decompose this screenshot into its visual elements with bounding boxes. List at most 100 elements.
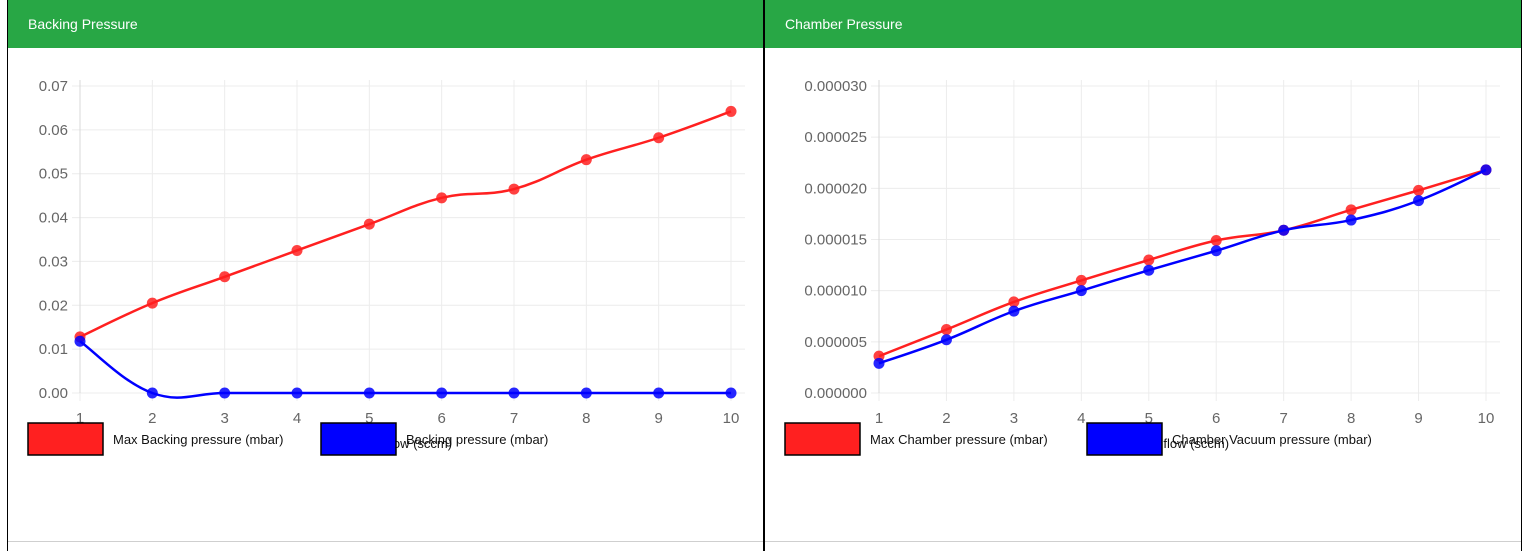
y-tick-label: 0.000015	[804, 232, 867, 249]
legend-label: Max Backing pressure (mbar)	[113, 432, 284, 447]
y-tick-label: 0.05	[39, 166, 68, 183]
data-point[interactable]	[146, 297, 158, 309]
x-tick-label: 1	[875, 410, 883, 427]
data-point[interactable]	[940, 324, 952, 336]
backing-pressure-chart: 0.00 0.01 0.02 0.03 0.04 0.05 0.06 0.07 1 2 3 4 5 6 7 8…	[27, 78, 745, 456]
data-point[interactable]	[1278, 224, 1290, 236]
x-tick-label: 5	[1145, 410, 1153, 427]
y-tick-label: 0.000000	[804, 385, 867, 402]
data-point[interactable]	[363, 387, 375, 399]
data-point[interactable]	[1210, 235, 1222, 247]
data-point[interactable]	[291, 387, 303, 399]
x-tick-label: 10	[1478, 410, 1495, 427]
legend-swatch	[27, 422, 104, 456]
data-point[interactable]	[580, 387, 592, 399]
data-point[interactable]	[1143, 254, 1155, 266]
panel-divider	[8, 541, 763, 542]
x-tick-label: 2	[148, 410, 156, 427]
x-tick-label: 4	[293, 410, 301, 427]
legend-swatch	[1086, 422, 1163, 456]
data-point[interactable]	[1480, 164, 1492, 176]
y-tick-label: 0.000025	[804, 129, 867, 146]
data-point[interactable]	[1345, 204, 1357, 216]
y-tick-label: 0.000020	[804, 180, 867, 197]
y-tick-label: 0.000030	[804, 78, 867, 95]
y-tick-label: 0.04	[39, 210, 68, 227]
series-line	[79, 110, 732, 338]
data-point[interactable]	[725, 105, 737, 117]
data-point[interactable]	[1143, 264, 1155, 276]
x-tick-label: 5	[365, 410, 373, 427]
data-point[interactable]	[653, 132, 665, 144]
series-max	[74, 105, 737, 343]
x-tick-label: 6	[1212, 410, 1220, 427]
data-point[interactable]	[1075, 274, 1087, 286]
data-point[interactable]	[291, 244, 303, 256]
x-tick-label: 7	[1279, 410, 1287, 427]
x-tick-label: 2	[942, 410, 950, 427]
series-line	[79, 340, 731, 399]
data-point[interactable]	[219, 387, 231, 399]
x-tick-label: 9	[1414, 410, 1422, 427]
data-point[interactable]	[508, 183, 520, 195]
data-point[interactable]	[1413, 184, 1425, 196]
legend-item[interactable]: Chamber Vacuum pressure (mbar)	[1086, 422, 1372, 456]
y-tick-label: 0.03	[39, 253, 68, 270]
x-tick-label: 8	[582, 410, 590, 427]
grid	[72, 80, 745, 401]
y-tick-label: 0.02	[39, 297, 68, 314]
panel-title: Chamber Pressure	[765, 0, 1521, 48]
data-point[interactable]	[1210, 245, 1222, 257]
legend-item[interactable]: Backing pressure (mbar)	[320, 422, 548, 456]
x-tick-label: 9	[654, 410, 662, 427]
x-tick-label: 4	[1077, 410, 1085, 427]
data-point[interactable]	[940, 334, 952, 346]
backing-pressure-panel: Backing Pressure 0.00 0.01 0.02 0.03 0.04 0.0…	[7, 0, 764, 551]
panel-title: Backing Pressure	[8, 0, 763, 48]
legend-label: Backing pressure (mbar)	[406, 432, 548, 447]
data-point[interactable]	[1075, 285, 1087, 297]
data-point[interactable]	[1008, 305, 1020, 317]
legend-label: Max Chamber pressure (mbar)	[870, 432, 1048, 447]
x-tick-label: 1	[76, 410, 84, 427]
legend-swatch	[784, 422, 861, 456]
y-tick-label: 0.000005	[804, 334, 867, 351]
data-point[interactable]	[363, 218, 375, 230]
panel-divider	[765, 541, 1521, 542]
data-point[interactable]	[1413, 195, 1425, 207]
series-line	[878, 168, 1487, 365]
legend-item[interactable]: Max Chamber pressure (mbar)	[784, 422, 1048, 456]
data-point[interactable]	[74, 335, 86, 347]
data-point[interactable]	[1345, 214, 1357, 226]
data-point[interactable]	[725, 387, 737, 399]
data-point[interactable]	[219, 271, 231, 283]
data-point[interactable]	[436, 192, 448, 204]
legend-swatch	[320, 422, 397, 456]
data-point[interactable]	[146, 387, 158, 399]
y-tick-label: 0.01	[39, 341, 68, 358]
data-point[interactable]	[873, 357, 885, 369]
data-point[interactable]	[580, 154, 592, 166]
data-point[interactable]	[436, 387, 448, 399]
y-tick-label: 0.000010	[804, 283, 867, 300]
x-tick-label: 10	[723, 410, 740, 427]
y-tick-label: 0.07	[39, 78, 68, 95]
series-actual	[74, 335, 737, 399]
x-tick-label: 3	[1010, 410, 1018, 427]
data-point[interactable]	[1008, 296, 1020, 308]
series-line	[878, 168, 1487, 358]
legend-item[interactable]: Max Backing pressure (mbar)	[27, 422, 284, 456]
x-tick-label: 7	[510, 410, 518, 427]
y-tick-label: 0.00	[39, 385, 68, 402]
data-point[interactable]	[508, 387, 520, 399]
data-point[interactable]	[653, 387, 665, 399]
grid	[871, 80, 1500, 401]
series-actual	[873, 164, 1492, 369]
y-tick-label: 0.06	[39, 122, 68, 139]
legend-label: Chamber Vacuum pressure (mbar)	[1172, 432, 1372, 447]
x-tick-label: 6	[437, 410, 445, 427]
chamber-pressure-chart: 0.000000 0.000005 0.000010 0.000015 0.000020…	[784, 78, 1500, 456]
chamber-pressure-panel: Chamber Pressure 0.000000 0.000005 0.00001…	[764, 0, 1522, 551]
x-tick-label: 8	[1347, 410, 1355, 427]
